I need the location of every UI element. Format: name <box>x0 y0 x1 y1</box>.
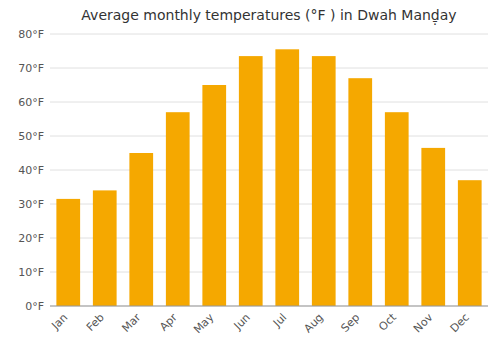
bar <box>348 78 372 306</box>
grid-line <box>50 68 488 69</box>
chart: Average monthly temperatures (°F ) in Dw… <box>0 0 500 350</box>
x-tick-label: Apr <box>157 311 180 334</box>
bar <box>239 56 263 306</box>
y-tick-label: 10°F <box>18 266 44 279</box>
x-tick-label: Jul <box>270 311 289 330</box>
x-tick-label: Sep <box>339 311 363 335</box>
bar <box>421 148 445 306</box>
bar <box>458 180 482 306</box>
y-tick-label: 30°F <box>18 198 44 211</box>
y-axis: 0°F 10°F 20°F 30°F 40°F 50°F 60°F 70°F 80°F <box>18 28 488 313</box>
bars <box>56 49 481 306</box>
bar <box>166 112 190 306</box>
y-tick-label: 40°F <box>18 164 44 177</box>
bar <box>202 85 226 306</box>
grid-line <box>50 34 488 35</box>
bar <box>56 199 80 306</box>
x-tick-label: Nov <box>411 311 436 336</box>
x-axis: Jan Feb Mar Apr May Jun Jul Aug Sep Oct Nov Dec <box>48 306 488 336</box>
bar <box>93 190 117 306</box>
x-tick-label: Dec <box>448 311 472 335</box>
bar <box>129 153 153 306</box>
x-tick-label: Feb <box>84 311 107 334</box>
bar <box>275 49 299 306</box>
y-tick-label: 80°F <box>18 28 44 41</box>
grid-line <box>50 306 488 307</box>
x-tick-label: Jan <box>48 311 70 333</box>
chart-container: Average monthly temperatures (°F ) in Dw… <box>0 0 500 350</box>
y-tick-label: 0°F <box>25 300 44 313</box>
grid-line <box>50 102 488 103</box>
x-axis-line <box>50 306 488 307</box>
y-tick-label: 70°F <box>18 62 44 75</box>
y-tick-label: 50°F <box>18 130 44 143</box>
x-tick-label: Mar <box>119 311 143 335</box>
y-tick-label: 60°F <box>18 96 44 109</box>
x-tick-label: Aug <box>301 311 325 335</box>
y-tick-label: 20°F <box>18 232 44 245</box>
title: Average monthly temperatures (°F ) in Dw… <box>81 7 456 25</box>
x-tick-label: May <box>191 311 217 337</box>
x-tick-label: Oct <box>376 310 399 333</box>
bar <box>385 112 409 306</box>
bar <box>312 56 336 306</box>
x-tick-label: Jun <box>231 311 253 333</box>
grid-line <box>50 136 488 137</box>
